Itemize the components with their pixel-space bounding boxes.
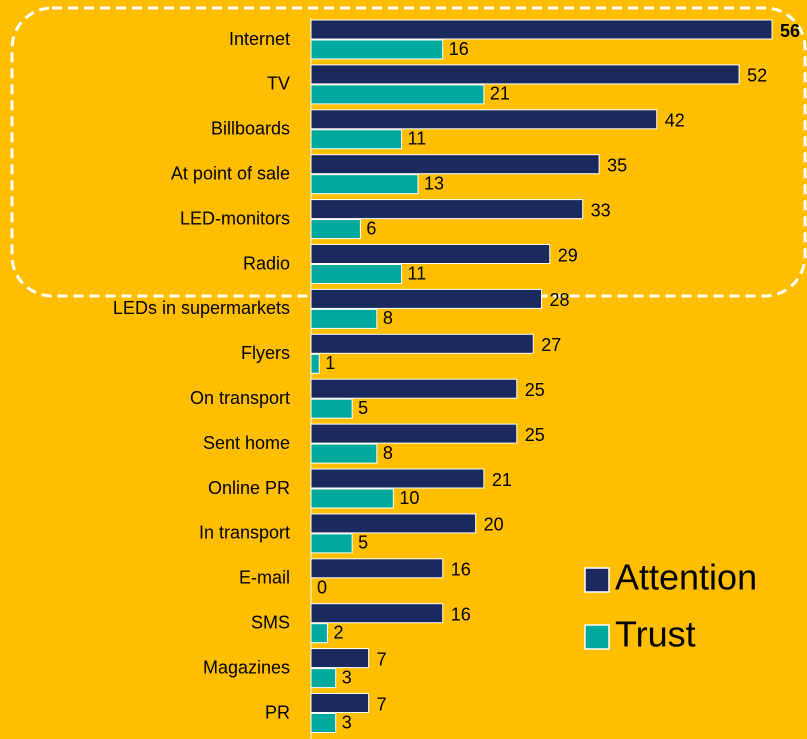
- bar: [310, 154, 600, 175]
- data-label: 7: [377, 694, 387, 714]
- bar: [310, 129, 403, 150]
- y-tick-label: SMS: [251, 612, 290, 632]
- bar: [310, 219, 361, 240]
- y-tick-label: LEDs in supermarkets: [113, 298, 290, 318]
- data-label: 5: [358, 533, 368, 553]
- y-tick-label: Sent home: [203, 433, 290, 453]
- data-label: 42: [665, 111, 685, 131]
- legend-text: Trust: [615, 614, 696, 655]
- bar: [310, 443, 378, 464]
- legend-swatch: [584, 567, 610, 593]
- bar: [310, 398, 353, 419]
- bar: [310, 353, 320, 374]
- data-label: 3: [342, 667, 352, 687]
- y-tick-label: Internet: [229, 29, 290, 49]
- bar: [310, 623, 328, 644]
- bar: [310, 308, 378, 329]
- data-label: 52: [747, 66, 767, 86]
- data-label: 6: [366, 218, 376, 238]
- data-label: 13: [424, 173, 444, 193]
- data-label: 25: [525, 425, 545, 445]
- data-label: 16: [449, 39, 469, 59]
- bar: [310, 603, 444, 624]
- data-label: 8: [383, 443, 393, 463]
- data-label: 1: [325, 353, 335, 373]
- bar: [310, 39, 444, 60]
- bar: [310, 668, 337, 689]
- bar: [310, 333, 534, 354]
- y-tick-label: TV: [267, 74, 290, 94]
- data-label: 5: [358, 398, 368, 418]
- bar: [310, 558, 444, 579]
- legend-swatch: [584, 624, 610, 650]
- bar: [310, 693, 370, 713]
- y-tick-label: Magazines: [203, 657, 290, 677]
- data-label: 7: [377, 649, 387, 669]
- data-label: 8: [383, 308, 393, 328]
- data-label: 25: [525, 380, 545, 400]
- bar: [310, 84, 485, 105]
- y-tick-label: Radio: [243, 253, 290, 273]
- data-label: 20: [484, 515, 504, 535]
- data-label: 16: [451, 560, 471, 580]
- data-label: 27: [541, 335, 561, 355]
- bar: [310, 713, 337, 733]
- bar: [310, 648, 370, 669]
- y-tick-label: In transport: [199, 523, 290, 543]
- data-label: 29: [558, 245, 578, 265]
- data-label: 16: [451, 604, 471, 624]
- data-label: 28: [550, 290, 570, 310]
- bar: [310, 109, 658, 130]
- bar: [310, 533, 353, 554]
- bar: [310, 174, 419, 195]
- y-tick-label: Flyers: [241, 343, 290, 363]
- data-label: 3: [342, 712, 352, 732]
- data-label: 10: [399, 488, 419, 508]
- bar: [310, 244, 551, 264]
- data-label: 56: [780, 21, 800, 41]
- y-tick-label: PR: [265, 702, 290, 722]
- data-label: 21: [490, 84, 510, 104]
- highlight-frame: [10, 6, 807, 298]
- data-label: 11: [408, 129, 427, 149]
- y-tick-label: LED-monitors: [180, 208, 290, 228]
- y-tick-label: At point of sale: [171, 163, 290, 183]
- bar: [310, 423, 518, 444]
- legend-text: Attention: [615, 557, 757, 598]
- data-label: 35: [607, 155, 627, 175]
- data-label: 21: [492, 470, 512, 490]
- data-label: 11: [408, 263, 427, 283]
- y-tick-label: Billboards: [211, 119, 290, 139]
- bar: [310, 64, 740, 85]
- data-label: 33: [591, 200, 611, 220]
- bar: [310, 488, 394, 509]
- bar: [310, 288, 542, 309]
- bar: [310, 513, 477, 534]
- data-label: 0: [317, 578, 327, 598]
- y-tick-label: Online PR: [208, 478, 290, 498]
- y-tick-label: On transport: [190, 388, 290, 408]
- data-label: 2: [333, 622, 343, 642]
- bar: [310, 199, 584, 220]
- y-tick-label: E-mail: [239, 568, 290, 588]
- bar: [310, 19, 773, 40]
- bar: [310, 264, 403, 284]
- bar: [310, 468, 485, 489]
- bar: [310, 378, 518, 399]
